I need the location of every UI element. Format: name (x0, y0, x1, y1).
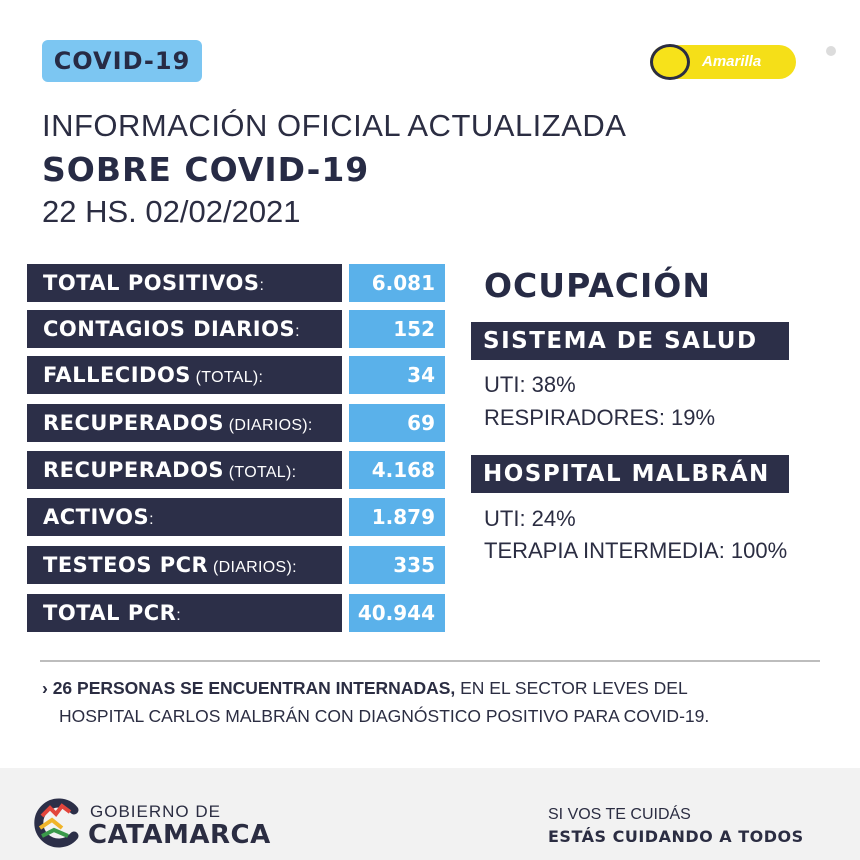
gov-label-bottom: CATAMARCA (88, 820, 271, 850)
stat-label: RECUPERADOS (43, 458, 225, 482)
footer: GOBIERNO DE CATAMARCA SI VOS TE CUIDÁS E… (0, 768, 860, 860)
slogan-line-2: ESTÁS CUIDANDO A TODOS (548, 827, 804, 846)
stat-value: 1.879 (349, 498, 445, 536)
hospital-terapia-intermedia: TERAPIA INTERMEDIA: 100% (484, 538, 788, 563)
stat-value: 335 (349, 546, 445, 584)
status-dot-icon (650, 44, 690, 80)
corner-dot-icon (826, 46, 836, 56)
stat-row-recuperados-total: RECUPERADOS (TOTAL): 4.168 (27, 451, 445, 489)
hospital-uti: UTI: 24% (484, 506, 576, 531)
chevron-right-icon: › (42, 678, 48, 698)
gov-label-top: GOBIERNO DE (90, 802, 221, 821)
stat-row-recuperados-diarios: RECUPERADOS (DIARIOS): 69 (27, 404, 445, 442)
stat-row-total-pcr: TOTAL PCR: 40.944 (27, 594, 445, 632)
note-text-line-2: HOSPITAL CARLOS MALBRÁN CON DIAGNÓSTICO … (59, 706, 710, 726)
sistema-uti: UTI: 38% (484, 372, 576, 397)
stat-label-suffix: : (176, 607, 182, 624)
covid-badge: COVID-19 (42, 40, 202, 82)
stat-row-activos: ACTIVOS: 1.879 (27, 498, 445, 536)
stat-label: FALLECIDOS (43, 363, 191, 387)
stat-row-testeos-pcr: TESTEOS PCR (DIARIOS): 335 (27, 546, 445, 584)
stat-label: TESTEOS PCR (43, 553, 209, 577)
note-highlight: 26 PERSONAS SE ENCUENTRAN INTERNADAS, (52, 678, 456, 698)
stat-label: CONTAGIOS DIARIOS (43, 317, 296, 341)
epidemiological-status-pill: Amarilla (650, 44, 796, 80)
stat-label: ACTIVOS (43, 505, 150, 529)
stat-row-total-positivos: TOTAL POSITIVOS: 6.081 (27, 264, 445, 302)
report-datetime: 22 HS. 02/02/2021 (42, 194, 301, 229)
sistema-salud-heading: SISTEMA DE SALUD (471, 322, 789, 360)
stat-label: TOTAL POSITIVOS (43, 271, 260, 295)
stat-label-suffix: (TOTAL): (224, 464, 297, 481)
catamarca-logo-icon (34, 798, 79, 848)
hospital-malbran-heading: HOSPITAL MALBRÁN (471, 455, 789, 493)
stat-label-suffix: (DIARIOS): (224, 417, 313, 434)
stat-value: 34 (349, 356, 445, 394)
ocupacion-title: OCUPACIÓN (484, 266, 711, 305)
title-line-2: SOBRE COVID-19 (42, 150, 370, 189)
stat-label-suffix: : (149, 511, 154, 528)
stat-label-suffix: : (259, 277, 265, 294)
stat-row-fallecidos: FALLECIDOS (TOTAL): 34 (27, 356, 445, 394)
divider (40, 660, 820, 662)
stat-value: 6.081 (349, 264, 445, 302)
note-text: EN EL SECTOR LEVES DEL (455, 678, 688, 698)
stat-label: RECUPERADOS (43, 411, 225, 435)
internados-note: › 26 PERSONAS SE ENCUENTRAN INTERNADAS, … (42, 674, 832, 730)
stat-value: 69 (349, 404, 445, 442)
status-label: Amarilla (702, 53, 762, 70)
stat-row-contagios-diarios: CONTAGIOS DIARIOS: 152 (27, 310, 445, 348)
title-line-1: INFORMACIÓN OFICIAL ACTUALIZADA (42, 108, 627, 143)
stat-value: 40.944 (349, 594, 445, 632)
stat-label-suffix: : (295, 323, 300, 340)
slogan-line-1: SI VOS TE CUIDÁS (548, 806, 691, 823)
stat-label-suffix: (DIARIOS): (208, 559, 297, 576)
stat-value: 152 (349, 310, 445, 348)
stat-value: 4.168 (349, 451, 445, 489)
stat-label-suffix: (TOTAL): (190, 369, 264, 386)
sistema-respiradores: RESPIRADORES: 19% (484, 405, 716, 430)
stat-label: TOTAL PCR (43, 601, 177, 625)
